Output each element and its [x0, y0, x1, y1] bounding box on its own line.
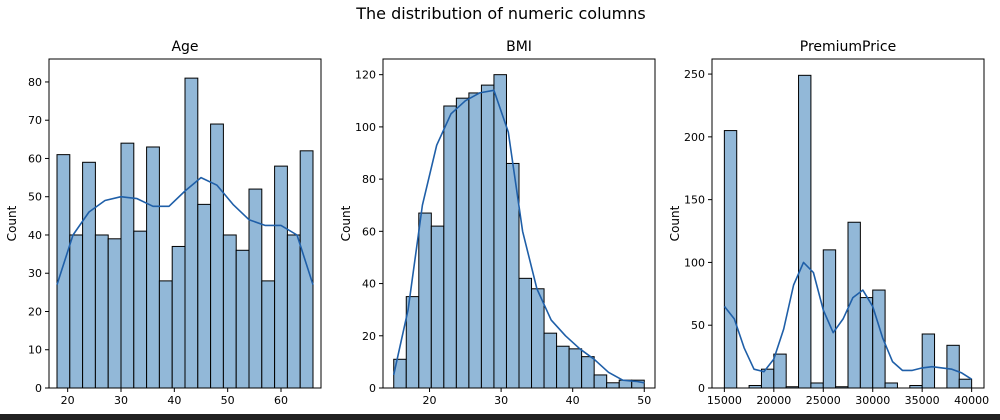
histogram-bar	[94, 234, 109, 389]
y-axis-label: Count	[339, 205, 353, 241]
histogram-bar	[884, 382, 898, 389]
y-tick-label: 50	[28, 191, 42, 204]
histogram-bar	[921, 333, 936, 389]
y-tick-label: 100	[355, 121, 376, 134]
y-tick-label: 0	[698, 382, 705, 395]
axes-frame	[382, 58, 656, 389]
y-tick-label: 40	[28, 229, 42, 242]
x-tick-label: 30000	[855, 394, 890, 407]
y-tick-label: 60	[362, 225, 376, 238]
histogram-bar	[543, 332, 558, 389]
histogram-bar	[158, 280, 173, 389]
y-tick-label: 30	[28, 267, 42, 280]
kde-line	[56, 176, 314, 285]
histogram-bar	[798, 74, 812, 389]
x-tick-label: 40000	[954, 394, 989, 407]
y-tick-label: 0	[369, 382, 376, 395]
y-tick-label: 80	[362, 173, 376, 186]
histogram-bar	[248, 188, 263, 389]
window-bottom-edge	[0, 414, 1000, 420]
histogram-bar	[556, 345, 570, 389]
histogram-bar	[107, 238, 122, 389]
histogram-bar	[593, 374, 608, 389]
histogram-bar	[810, 382, 824, 389]
histogram-bar	[958, 378, 973, 389]
histogram-bar	[581, 356, 595, 389]
histogram-bar	[723, 130, 738, 389]
x-tick-label: 40	[566, 394, 580, 407]
x-tick-label: 60	[274, 394, 288, 407]
histogram-bar	[531, 288, 545, 389]
histogram-bar	[120, 142, 135, 389]
histogram-bar	[773, 353, 787, 389]
y-tick-label: 250	[684, 68, 705, 81]
y-tick-label: 70	[28, 114, 42, 127]
histogram-bar	[430, 225, 445, 389]
histogram-bar	[184, 77, 199, 389]
subplot-title: BMI	[506, 39, 532, 55]
histogram-bar	[299, 150, 314, 389]
x-tick-label: 20	[61, 394, 75, 407]
y-tick-label: 0	[35, 382, 42, 395]
histogram-bar	[210, 123, 224, 389]
x-tick-label: 30	[114, 394, 128, 407]
subplot-2: 20 30 40 50 0 20 40 60 80 100 120 BMI Count	[339, 39, 656, 407]
histogram-bar	[518, 277, 533, 389]
histogram-bar	[171, 245, 186, 389]
y-tick-label: 100	[684, 256, 705, 269]
subplot-1: 20 30 40 50 60 0 10 20 30 40 50 60 70 80 Age Count	[5, 39, 322, 407]
x-tick-label: 20000	[756, 394, 791, 407]
y-tick-label: 200	[684, 131, 705, 144]
histogram-bar	[133, 230, 148, 389]
histogram-bar	[418, 212, 432, 389]
axes-frame	[711, 58, 985, 389]
kde-line	[392, 89, 645, 384]
x-tick-label: 30	[494, 394, 508, 407]
histogram-bar	[146, 146, 160, 389]
histogram-bar	[468, 92, 482, 389]
x-tick-label: 25000	[806, 394, 841, 407]
histogram-bar	[261, 280, 276, 389]
x-tick-label: 50	[637, 394, 651, 407]
histogram-bar	[946, 344, 960, 389]
subplot-title: Age	[171, 39, 198, 55]
y-tick-label: 150	[684, 194, 705, 207]
histogram-bar	[455, 97, 470, 389]
y-tick-label: 40	[362, 278, 376, 291]
y-tick-label: 20	[28, 305, 42, 318]
histogram-bar	[443, 105, 457, 389]
figure-suptitle: The distribution of numeric columns	[355, 4, 645, 23]
kde-line	[723, 261, 973, 380]
y-tick-label: 20	[362, 330, 376, 343]
histogram-bar	[606, 382, 620, 389]
x-tick-label: 20	[423, 394, 437, 407]
x-tick-label: 50	[221, 394, 235, 407]
x-tick-label: 40	[167, 394, 181, 407]
histogram-bar	[69, 234, 84, 389]
x-tick-label: 35000	[905, 394, 940, 407]
histogram-bar	[82, 161, 96, 389]
histogram-bar	[197, 203, 212, 389]
y-tick-label: 60	[28, 152, 42, 165]
histogram-bar	[235, 249, 250, 389]
y-tick-label: 10	[28, 344, 42, 357]
histogram-bar	[480, 84, 495, 389]
y-axis-label: Count	[668, 205, 682, 241]
histogram-bar	[286, 234, 301, 389]
histogram-bar	[859, 297, 874, 389]
histogram-bar	[822, 249, 837, 389]
histogram-bar	[56, 154, 71, 389]
subplot-3: 15000 20000 25000 30000 35000 40000 0 50 100 150 2…	[668, 39, 989, 407]
histogram-bar	[274, 165, 288, 389]
y-tick-label: 120	[355, 69, 376, 82]
axes-frame	[48, 58, 322, 389]
histogram-bar	[568, 348, 583, 389]
y-axis-label: Count	[5, 205, 19, 241]
x-tick-label: 15000	[707, 394, 742, 407]
y-tick-label: 50	[691, 319, 705, 332]
histogram-bar	[222, 234, 237, 389]
subplot-title: PremiumPrice	[800, 39, 896, 55]
y-tick-label: 80	[28, 76, 42, 89]
